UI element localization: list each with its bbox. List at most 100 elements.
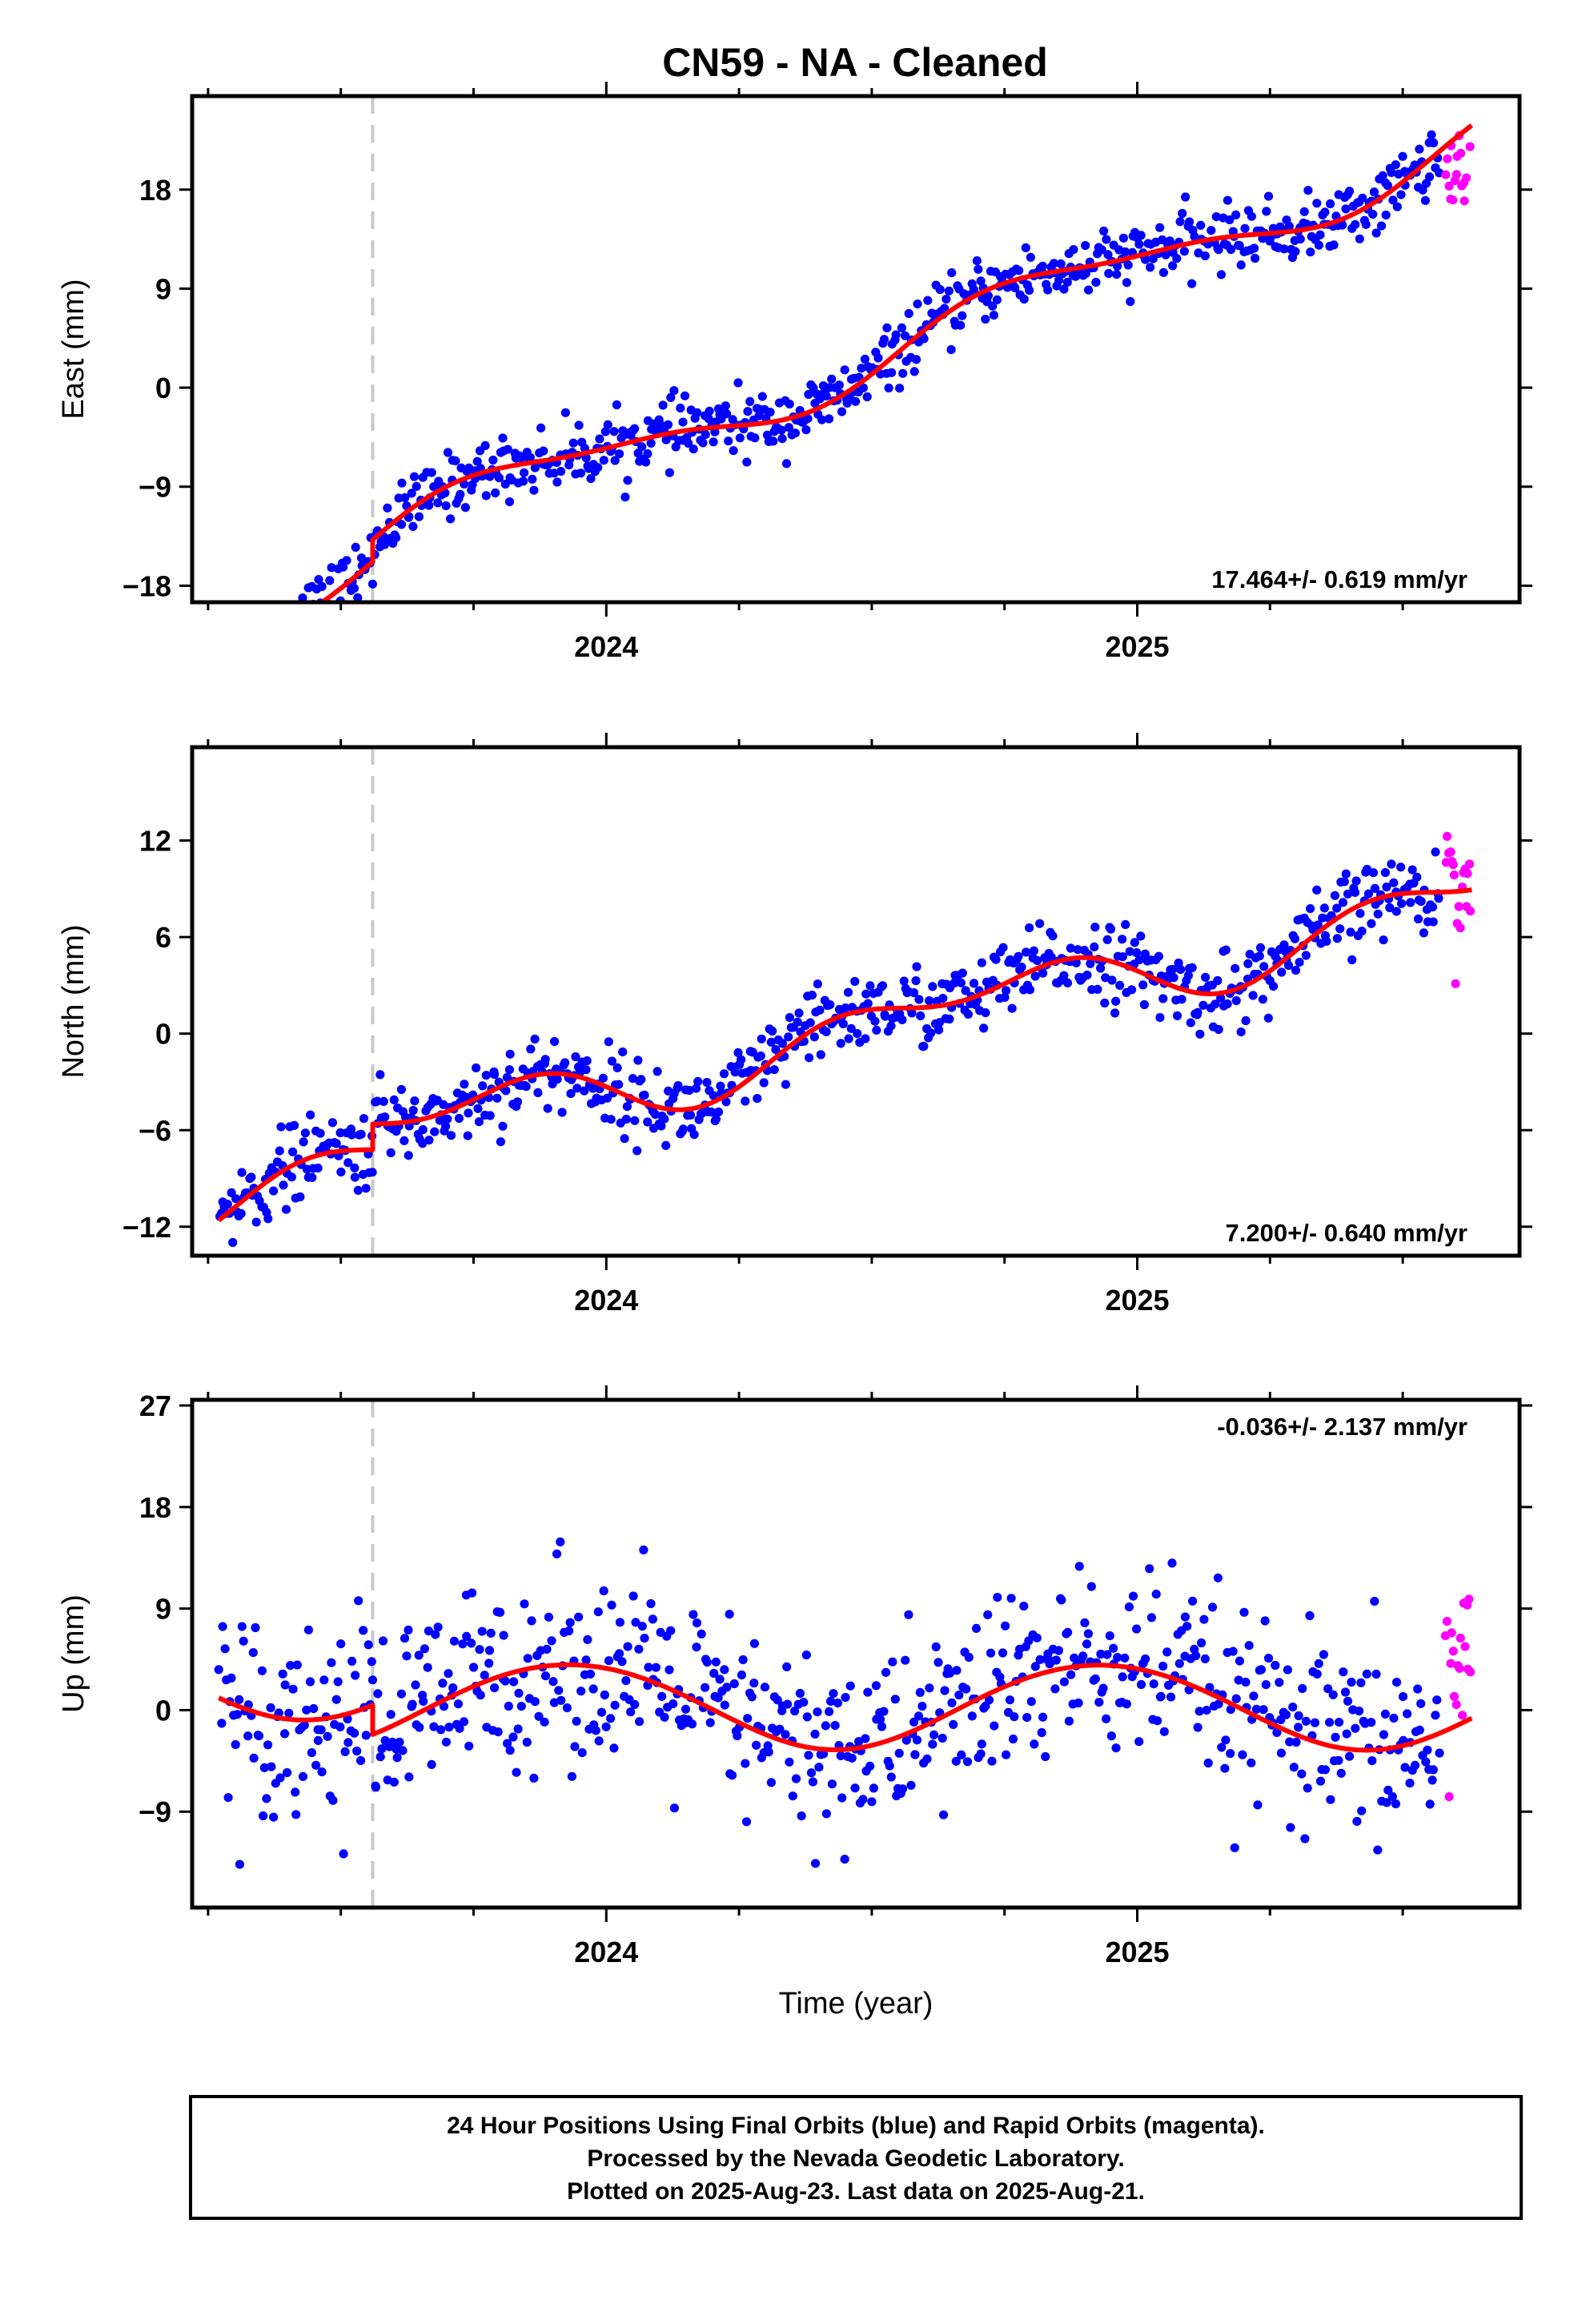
final-orbit-point xyxy=(316,1725,326,1735)
final-orbit-point xyxy=(247,1172,256,1182)
final-orbit-point xyxy=(777,434,787,444)
final-orbit-point xyxy=(371,1783,381,1792)
final-orbit-point xyxy=(630,424,640,433)
final-orbit-point xyxy=(336,1167,346,1177)
final-orbit-point xyxy=(1416,896,1426,907)
final-orbit-point xyxy=(1379,935,1388,945)
final-orbit-point xyxy=(1319,903,1329,913)
final-orbit-point xyxy=(957,1750,966,1759)
final-orbit-point xyxy=(1118,935,1127,944)
final-orbit-point xyxy=(1187,279,1197,288)
final-orbit-point xyxy=(347,1656,357,1666)
final-orbit-point xyxy=(660,1712,669,1722)
final-orbit-point xyxy=(894,1748,904,1758)
final-orbit-point xyxy=(481,491,491,501)
final-orbit-point xyxy=(825,1696,836,1706)
final-orbit-point xyxy=(1239,1607,1249,1617)
final-orbit-point xyxy=(1289,1763,1299,1772)
final-orbit-point xyxy=(254,1731,264,1741)
final-orbit-point xyxy=(938,1733,947,1743)
final-orbit-point xyxy=(692,1618,702,1628)
final-orbit-point xyxy=(722,1683,732,1692)
final-orbit-point xyxy=(602,1093,612,1103)
final-orbit-point xyxy=(790,428,801,438)
final-orbit-point xyxy=(1341,204,1351,214)
final-orbit-point xyxy=(910,1750,920,1759)
final-orbit-point xyxy=(496,1607,505,1617)
final-orbit-point xyxy=(574,1612,584,1622)
final-orbit-point xyxy=(729,446,738,456)
final-orbit-point xyxy=(396,1084,406,1095)
final-orbit-point xyxy=(956,978,966,987)
final-orbit-point xyxy=(785,1757,794,1767)
final-orbit-point xyxy=(462,1631,472,1641)
east-panel: −18 −9 0 9 18 2024 2025 East (mm) 17.464+/- 0.61… xyxy=(57,82,1532,663)
rapid-orbit-point xyxy=(1465,907,1476,916)
final-orbit-point xyxy=(1062,978,1073,987)
y-tick-label: 27 xyxy=(139,1389,171,1422)
final-orbit-point xyxy=(560,408,571,417)
final-orbit-point xyxy=(705,1718,715,1727)
final-orbit-point xyxy=(914,995,924,1004)
final-orbit-point xyxy=(1298,1683,1307,1694)
final-orbit-point xyxy=(552,477,562,487)
final-orbit-point xyxy=(615,449,624,459)
final-orbit-point xyxy=(1134,1737,1144,1747)
final-orbit-point xyxy=(379,1096,388,1106)
final-orbit-point xyxy=(353,593,363,602)
final-orbit-point xyxy=(1199,1000,1208,1010)
final-orbit-point xyxy=(1347,955,1357,965)
final-orbit-point xyxy=(1136,1679,1146,1690)
final-orbit-point xyxy=(1355,1707,1364,1716)
final-orbit-point xyxy=(983,1610,993,1619)
final-orbit-point xyxy=(623,1642,632,1651)
final-orbit-point xyxy=(1343,889,1353,899)
final-orbit-point xyxy=(1238,1750,1247,1759)
final-orbit-point xyxy=(947,268,957,278)
final-orbit-point xyxy=(552,1549,562,1558)
final-orbit-point xyxy=(1167,964,1178,975)
final-orbit-point xyxy=(1104,268,1114,279)
y-tick-label: 18 xyxy=(139,174,171,207)
final-orbit-point xyxy=(1243,959,1253,968)
final-orbit-point xyxy=(648,1614,657,1624)
final-orbit-point xyxy=(693,1076,703,1087)
final-orbit-point xyxy=(1367,1756,1377,1766)
final-orbit-point xyxy=(1082,971,1092,980)
final-orbit-point xyxy=(992,295,1002,304)
final-orbit-point xyxy=(1203,1758,1213,1768)
rapid-orbit-point xyxy=(1444,1792,1454,1802)
final-orbit-point xyxy=(785,400,794,409)
final-orbit-point xyxy=(810,1729,820,1739)
final-orbit-point xyxy=(460,1080,469,1089)
final-orbit-point xyxy=(1054,1646,1063,1655)
final-orbit-point xyxy=(1431,1711,1440,1720)
final-orbit-point xyxy=(248,1648,258,1658)
final-orbit-point xyxy=(1216,270,1226,279)
final-orbit-point xyxy=(478,1081,488,1091)
final-orbit-point xyxy=(961,986,970,995)
final-orbit-point xyxy=(1294,1711,1303,1721)
final-orbit-point xyxy=(566,1089,576,1099)
final-orbit-point xyxy=(1300,1834,1310,1844)
final-orbit-point xyxy=(235,1695,244,1704)
final-orbit-point xyxy=(1381,210,1391,220)
final-orbit-point xyxy=(451,456,460,466)
final-orbit-point xyxy=(733,1047,743,1058)
final-orbit-point xyxy=(1094,1698,1104,1707)
final-orbit-point xyxy=(454,1113,464,1124)
final-orbit-point xyxy=(938,994,948,1003)
final-orbit-point xyxy=(492,1093,502,1103)
final-orbit-point xyxy=(439,1702,449,1711)
final-orbit-point xyxy=(533,1088,543,1097)
final-orbit-point xyxy=(474,1117,484,1127)
final-orbit-point xyxy=(697,1629,706,1638)
final-orbit-point xyxy=(867,1797,877,1807)
final-orbit-point xyxy=(829,1689,838,1699)
final-orbit-point xyxy=(1132,1624,1142,1634)
final-orbit-point xyxy=(795,1688,805,1699)
final-orbit-point xyxy=(805,1053,814,1063)
final-orbit-point xyxy=(656,1121,666,1131)
final-orbit-point xyxy=(990,1721,999,1731)
final-orbit-point xyxy=(1035,919,1045,928)
